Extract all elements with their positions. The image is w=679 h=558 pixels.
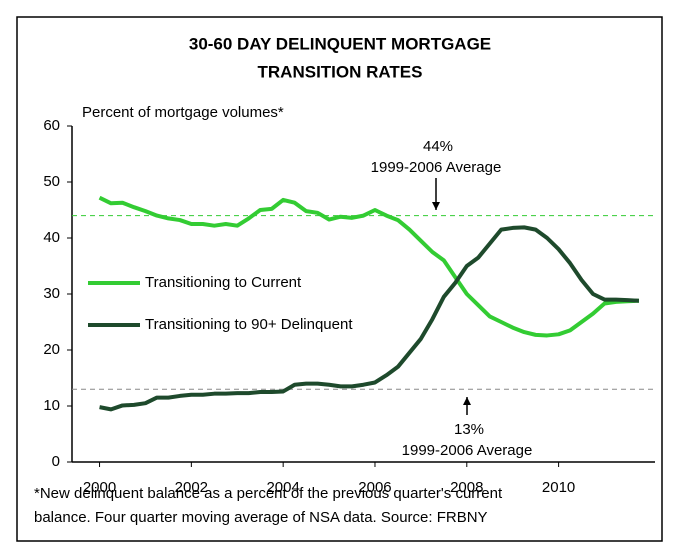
legend-label: Transitioning to 90+ Delinquent: [145, 316, 353, 333]
series-line: [99, 225, 640, 412]
y-tick-label: 0: [52, 453, 60, 470]
arrow-head: [463, 397, 471, 405]
footnote: balance. Four quarter moving average of …: [34, 509, 488, 526]
chart-title: TRANSITION RATES: [258, 62, 423, 81]
x-tick-label: 2004: [266, 479, 299, 496]
x-tick-label: 2008: [450, 479, 483, 496]
y-axis-label: Percent of mortgage volumes*: [82, 104, 284, 121]
frame: [16, 16, 663, 542]
y-tick-label: 60: [43, 117, 60, 134]
x-tick-label: 2006: [358, 479, 391, 496]
reference-note: 1999-2006 Average: [402, 442, 533, 459]
series-line: [98, 195, 640, 338]
arrow-head: [432, 202, 440, 210]
legend-label: Transitioning to Current: [145, 274, 302, 291]
reference-label: 44%: [423, 138, 453, 155]
y-tick-label: 30: [43, 285, 60, 302]
footnote: *New delinquent balance as a percent of …: [34, 485, 503, 502]
y-tick-label: 50: [43, 173, 60, 190]
chart-title: 30-60 DAY DELINQUENT MORTGAGE: [189, 34, 491, 53]
y-tick-label: 10: [43, 397, 60, 414]
y-tick-label: 40: [43, 229, 60, 246]
reference-note: 1999-2006 Average: [371, 159, 502, 176]
y-tick-label: 20: [43, 341, 60, 358]
x-tick-label: 2002: [175, 479, 208, 496]
reference-label: 13%: [454, 421, 484, 438]
x-tick-label: 2000: [83, 479, 116, 496]
x-tick-label: 2010: [542, 479, 575, 496]
